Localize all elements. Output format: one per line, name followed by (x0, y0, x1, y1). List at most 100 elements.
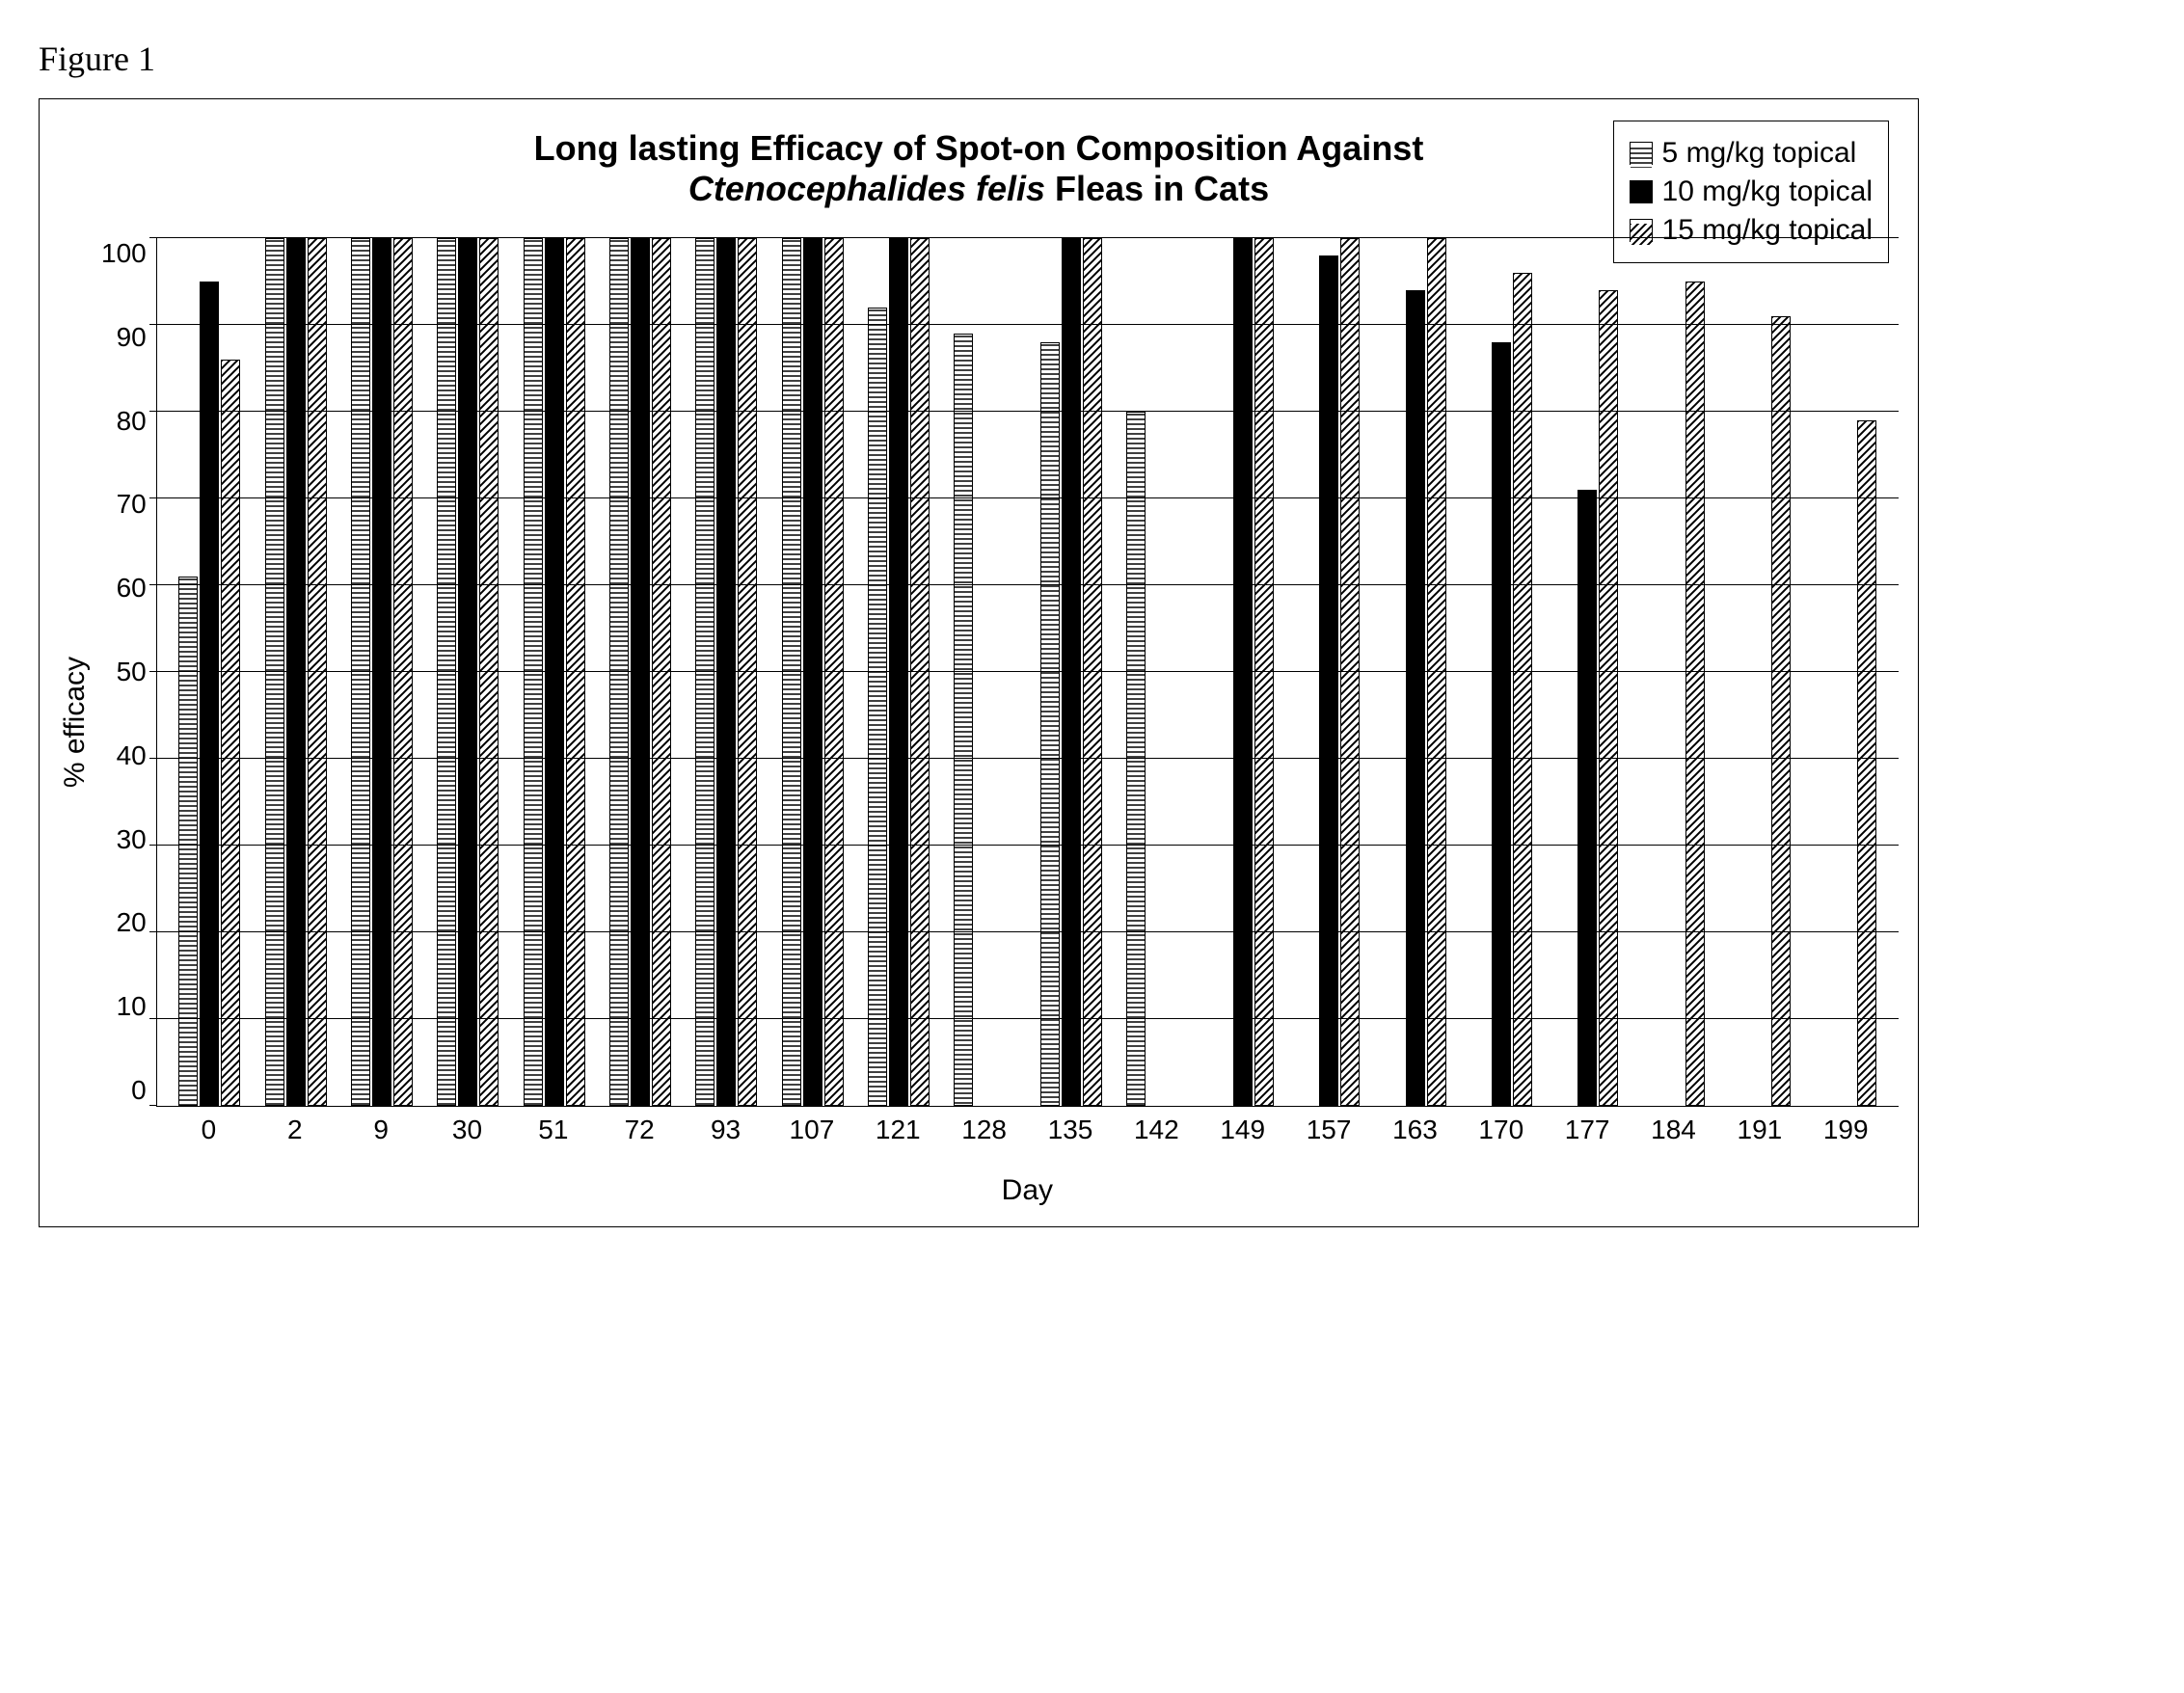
legend-label: 10 mg/kg topical (1662, 175, 1873, 208)
y-tick-label: 100 (101, 238, 147, 269)
legend-label: 5 mg/kg topical (1662, 137, 1857, 170)
y-tickmark (149, 411, 157, 412)
gridline (157, 497, 1899, 498)
x-tick-label: 2 (252, 1115, 337, 1145)
bar-group (1631, 238, 1716, 1106)
x-tick-label: 157 (1285, 1115, 1371, 1145)
bar (1126, 412, 1146, 1106)
bar (286, 238, 306, 1106)
bar (437, 238, 456, 1106)
gridline (157, 324, 1899, 325)
y-tick-label: 80 (101, 406, 147, 437)
x-tick-label: 121 (855, 1115, 941, 1145)
x-tick-label: 0 (166, 1115, 252, 1145)
legend-item: 10 mg/kg topical (1630, 175, 1873, 208)
figure-label: Figure 1 (39, 39, 2145, 79)
gridline (157, 237, 1899, 238)
bar-group (1545, 238, 1631, 1106)
bar-group (769, 238, 855, 1106)
y-tickmark (149, 237, 157, 238)
gridline (157, 1018, 1899, 1019)
bar (631, 238, 650, 1106)
bar (393, 238, 413, 1106)
x-tick-label: 30 (424, 1115, 510, 1145)
bar (372, 238, 391, 1106)
x-axis-label: Day (156, 1174, 1899, 1207)
x-tick-label: 184 (1631, 1115, 1716, 1145)
chart-body: % efficacy 1009080706050403020100 029305… (59, 238, 1899, 1207)
y-tickmark (149, 758, 157, 759)
y-tickmark (149, 584, 157, 585)
y-axis-ticks: 1009080706050403020100 (101, 238, 156, 1106)
x-tick-label: 199 (1803, 1115, 1889, 1145)
bar-group (425, 238, 511, 1106)
bar-group (942, 238, 1028, 1106)
y-tick-label: 0 (101, 1075, 147, 1106)
y-tickmark (149, 931, 157, 932)
x-axis-ticks: 0293051729310712112813514214915716317017… (156, 1107, 1899, 1145)
bar (221, 360, 240, 1106)
bar (1340, 238, 1360, 1106)
bar-group (1028, 238, 1114, 1106)
y-tickmark (149, 1018, 157, 1019)
legend-swatch-horiz-icon (1630, 142, 1653, 165)
x-tick-label: 51 (510, 1115, 596, 1145)
bar (716, 238, 736, 1106)
y-tick-label: 20 (101, 907, 147, 938)
bar (200, 282, 219, 1106)
bar (265, 238, 284, 1106)
x-tick-label: 191 (1716, 1115, 1802, 1145)
x-tick-label: 93 (683, 1115, 768, 1145)
bar (695, 238, 715, 1106)
y-tick-label: 60 (101, 573, 147, 604)
bar (1599, 290, 1618, 1106)
y-tickmark (149, 324, 157, 325)
x-tick-label: 170 (1458, 1115, 1544, 1145)
y-tickmark (149, 497, 157, 498)
y-axis-label: % efficacy (59, 657, 92, 788)
y-tickmark (149, 1105, 157, 1106)
bar (652, 238, 671, 1106)
gridline (157, 584, 1899, 585)
chart-container: 5 mg/kg topical 10 mg/kg topical 15 mg/k… (39, 98, 1919, 1227)
bar (1319, 255, 1338, 1106)
bar-group (1803, 238, 1889, 1106)
x-tick-label: 135 (1027, 1115, 1113, 1145)
x-tick-label: 128 (941, 1115, 1027, 1145)
bar (1685, 282, 1705, 1106)
bar (479, 238, 499, 1106)
bar (351, 238, 370, 1106)
y-tick-label: 70 (101, 489, 147, 520)
bar (910, 238, 930, 1106)
bar (609, 238, 629, 1106)
y-tick-label: 10 (101, 991, 147, 1022)
bar-group (1458, 238, 1544, 1106)
bar-group (597, 238, 683, 1106)
bar (1406, 290, 1425, 1106)
bar (308, 238, 327, 1106)
bar (782, 238, 801, 1106)
bar-group (684, 238, 769, 1106)
bar (178, 577, 198, 1106)
bar (545, 238, 564, 1106)
bar-group (1200, 238, 1285, 1106)
x-tick-label: 107 (768, 1115, 854, 1145)
bar-group (167, 238, 253, 1106)
y-tick-label: 30 (101, 824, 147, 855)
bar (803, 238, 822, 1106)
y-tick-label: 40 (101, 740, 147, 771)
x-tick-label: 72 (597, 1115, 683, 1145)
bar (1233, 238, 1253, 1106)
bar (566, 238, 585, 1106)
legend-swatch-solid-icon (1630, 180, 1653, 203)
gridline (157, 758, 1899, 759)
bar (889, 238, 908, 1106)
bar (1427, 238, 1446, 1106)
gridline (157, 845, 1899, 846)
x-tick-label: 177 (1544, 1115, 1630, 1145)
legend-item: 5 mg/kg topical (1630, 137, 1873, 170)
y-tick-label: 50 (101, 657, 147, 687)
x-tick-label: 142 (1114, 1115, 1200, 1145)
bar (824, 238, 844, 1106)
gridline (157, 931, 1899, 932)
